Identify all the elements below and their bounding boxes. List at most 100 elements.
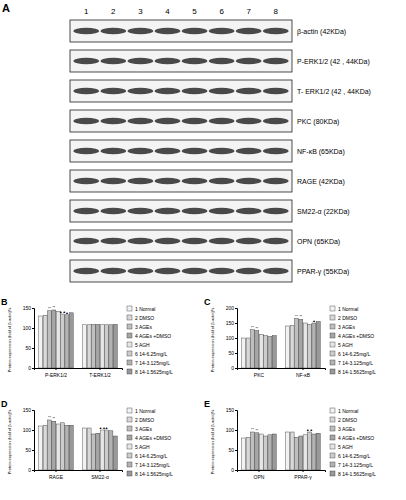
x-tick-mark — [259, 368, 260, 370]
blot-band — [128, 118, 154, 124]
x-tick-mark — [100, 368, 101, 370]
significance-mark: ▲ — [65, 311, 68, 315]
bar — [268, 337, 272, 369]
bar-chart: E050100150OPNPPAR-γProtein expression (f… — [204, 399, 376, 480]
legend-label: 7 14-3.125mg/L — [135, 360, 170, 366]
lane-label: 5 — [192, 7, 197, 16]
bar — [39, 426, 43, 470]
y-axis: 050100150 — [226, 407, 238, 473]
bar — [69, 313, 73, 368]
legend-label: 3 AGEs — [338, 324, 355, 330]
legend-label: 3 AGEs — [135, 426, 152, 432]
y-tick: 150 — [23, 407, 34, 413]
bar — [255, 433, 259, 470]
legend-swatch — [127, 435, 132, 440]
bar — [105, 325, 109, 368]
legend-label: 5 AGH — [135, 444, 150, 450]
legend-swatch — [330, 453, 335, 458]
x-axis: RAGESM22-α — [35, 470, 123, 480]
legend-item: 6 14-6.25mg/L — [330, 351, 370, 357]
legend-label: 8 14-1.5625mg/L — [338, 369, 376, 375]
significance-mark: ** — [299, 315, 302, 319]
blot-frame — [70, 110, 292, 132]
y-tick-label: 0 — [28, 365, 31, 371]
blot-band — [73, 238, 99, 244]
y-tick: 50 — [25, 345, 34, 351]
y-tick-mark — [235, 308, 237, 309]
legend-item: 7 14-3.125mg/L — [127, 462, 170, 468]
significance-mark: ▲ — [105, 426, 108, 430]
x-tick-mark — [56, 470, 57, 472]
blot-band — [236, 118, 262, 124]
blot-band — [209, 118, 235, 124]
lane-label: 6 — [219, 7, 224, 16]
legend-item: 4 AGEs +DMSO — [127, 435, 171, 441]
protein-label: PPAR-γ (55KDa) — [297, 268, 349, 276]
legend-swatch — [330, 315, 335, 320]
legend-label: 7 14-3.125mg/L — [338, 360, 373, 366]
legend-swatch — [127, 360, 132, 365]
legend-label: 1 Normal — [135, 408, 155, 414]
protein-label: RAGE (42KDa) — [297, 178, 345, 186]
y-tick-label: 150 — [23, 305, 32, 311]
blot-band — [263, 118, 289, 124]
bar — [105, 430, 109, 470]
significance-mark: ** — [295, 315, 298, 319]
y-tick-label: 100 — [23, 325, 32, 331]
x-tick-label: P-ERK1/2 — [45, 372, 67, 378]
bars — [242, 432, 321, 470]
x-axis: OPNPPAR-γ — [238, 470, 326, 480]
blot-band — [182, 178, 208, 184]
legend-label: 2 DMSO — [135, 417, 154, 423]
legend-item: 3 AGEs — [330, 324, 355, 330]
legend-label: 5 AGH — [338, 444, 353, 450]
bar — [87, 325, 91, 368]
blot-band — [128, 268, 154, 274]
legend-swatch — [330, 426, 335, 431]
blot-band — [73, 28, 99, 34]
legend-label: 1 Normal — [338, 306, 358, 312]
legend-item: 1 Normal — [127, 408, 155, 414]
bar — [272, 336, 276, 368]
blot-frame — [70, 170, 292, 192]
legend-label: 5 AGH — [338, 342, 353, 348]
legend-label: 4 AGEs +DMSO — [338, 333, 374, 339]
legend-label: 7 14-3.125mg/L — [135, 462, 170, 468]
legend: 1 Normal2 DMSO3 AGEs4 AGEs +DMSO5 AGH6 1… — [127, 408, 173, 477]
protein-label: OPN (65KDa) — [297, 238, 340, 246]
x-tick-label: NF-κB — [296, 372, 311, 378]
blot-band — [128, 88, 154, 94]
blot-band — [73, 118, 99, 124]
blot-band — [236, 238, 262, 244]
blot-band — [236, 88, 262, 94]
bar — [299, 319, 303, 368]
legend-item: 3 AGEs — [127, 426, 152, 432]
blot-band — [263, 28, 289, 34]
blot-band — [263, 238, 289, 244]
blot-panel: A12345678β-actin (42KDa)P-ERK1/2 (42 , 4… — [2, 2, 371, 282]
y-tick-label: 50 — [228, 350, 234, 356]
y-tick: 50 — [228, 350, 237, 356]
legend-swatch — [127, 462, 132, 467]
x-tick: OPN — [254, 470, 265, 480]
significance-mark: ** — [251, 428, 254, 432]
x-tick-label: RAGE — [49, 474, 64, 480]
y-tick-label: 0 — [231, 467, 234, 473]
y-tick-mark — [235, 353, 237, 354]
legend-swatch — [127, 471, 132, 476]
legend-swatch — [330, 408, 335, 413]
y-tick: 0 — [231, 365, 237, 371]
panel-label: E — [204, 399, 210, 409]
blot-band — [100, 238, 126, 244]
legend-label: 7 14-3.125mg/L — [338, 462, 373, 468]
bar — [91, 324, 95, 368]
legend-item: 6 14-6.25mg/L — [127, 351, 167, 357]
y-tick-mark — [32, 410, 34, 411]
y-axis: 050100150 — [23, 407, 35, 473]
legend-swatch — [330, 360, 335, 365]
legend: 1 Normal2 DMSO3 AGEs4 AGEs +DMSO5 AGH6 1… — [127, 306, 173, 375]
legend-swatch — [127, 444, 132, 449]
legend-label: 3 AGEs — [338, 426, 355, 432]
y-tick: 150 — [23, 305, 34, 311]
bar — [259, 334, 263, 368]
